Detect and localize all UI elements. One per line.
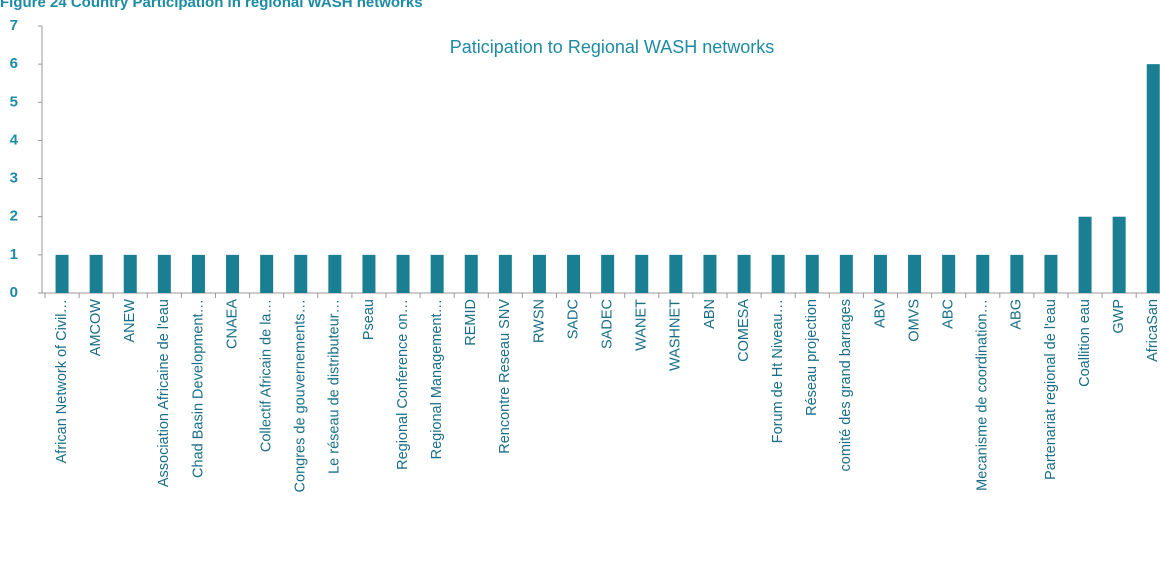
x-tick-label: OMVS [906,299,922,342]
bar [532,254,546,293]
x-tick-label: Pseau [361,299,377,340]
y-tick-label: 0 [10,284,18,301]
bar [1010,254,1024,293]
bar [669,254,683,293]
bar [362,254,376,293]
y-tick-label: 7 [10,17,18,34]
bar [601,254,615,293]
x-tick-label: Réseau projection [804,299,820,416]
bar [55,254,69,293]
x-tick-label: RWSN [531,299,547,343]
bar [328,254,342,293]
y-tick-label: 3 [10,170,18,187]
bar [635,254,649,293]
x-tick-label: AfricaSan [1145,299,1160,362]
bar [805,254,819,293]
y-tick-label: 6 [10,55,18,72]
x-tick-label: Chad Basin Development… [190,299,206,478]
x-tick-label: Association Africaine de l'eau [156,299,172,487]
x-tick-label: ABC [940,299,956,329]
x-tick-label: Mecanisme de coordination… [975,299,991,491]
x-tick-label: REMID [463,299,479,346]
bar [226,254,240,293]
bar [89,254,103,293]
bar [191,254,205,293]
chart-subtitle: Paticipation to Regional WASH networks [450,37,774,57]
bar [123,254,137,293]
y-tick-label: 5 [10,93,18,110]
x-tick-label: SADEC [599,299,615,349]
y-tick-label: 1 [10,246,18,263]
x-tick-label: Regional Management… [429,299,445,459]
x-tick-label: ANEW [122,299,138,343]
x-tick-label: AMCOW [88,299,104,357]
y-tick-label: 4 [10,131,19,148]
x-tick-label: ABN [702,299,718,329]
x-tick-label: ABV [872,299,888,328]
bar [908,254,922,293]
bar [430,254,444,293]
x-tick-label: Partenariat regional de l'eau [1043,299,1059,480]
bar [1044,254,1058,293]
bar [567,254,581,293]
bar [1112,216,1126,293]
bar [260,254,274,293]
bar [396,254,410,293]
y-tick-label: 2 [10,208,18,225]
bar [1146,64,1160,294]
bar [976,254,990,293]
x-tick-label: GWP [1111,299,1127,334]
x-tick-label: Coallition eau [1077,299,1093,387]
x-tick-label: Congres de gouvernements… [293,299,309,492]
x-tick-label: WASHNET [668,299,684,371]
bar [942,254,956,293]
chart-title: Figure 24 Country Participation in regio… [0,0,423,11]
bar [873,254,887,293]
x-tick-label: Regional Conference on… [395,299,411,470]
bar [703,254,717,293]
x-tick-label: COMESA [736,299,752,362]
x-tick-label: Rencontre Reseau SNV [497,299,513,454]
bar [771,254,785,293]
x-tick-label: WANET [634,299,650,351]
x-tick-label: comité des grand barrages [838,299,854,472]
bar [294,254,308,293]
bar [839,254,853,293]
bar [1078,216,1092,293]
x-tick-label: Forum de Ht Niveau… [770,299,786,443]
x-tick-label: Collectif Africain de la… [258,299,274,452]
x-tick-label: CNAEA [224,299,240,349]
bar [464,254,478,293]
x-tick-label: SADC [565,299,581,339]
x-tick-label: Le réseau de distributeur… [327,299,343,474]
bar [157,254,171,293]
bar [498,254,512,293]
x-tick-label: African Network of Civil… [54,299,70,463]
bar [737,254,751,293]
x-tick-label: ABG [1009,299,1025,330]
